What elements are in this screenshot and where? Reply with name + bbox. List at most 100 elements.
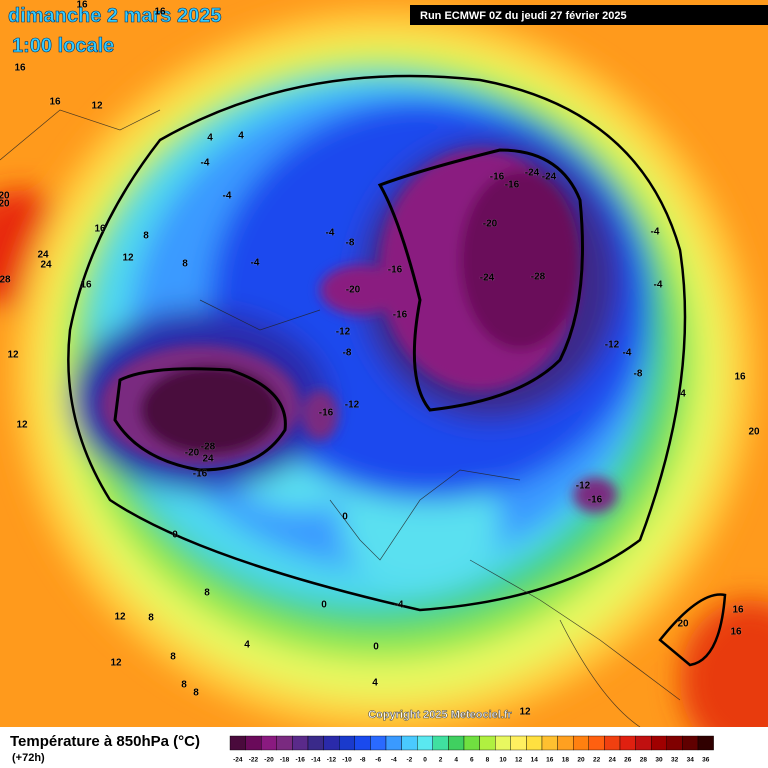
legend-tick-label: 32: [671, 757, 679, 764]
run-label: Run ECMWF 0Z du jeudi 27 février 2025: [420, 10, 627, 22]
contour-label: -4: [326, 228, 335, 239]
contour-label: -8: [634, 369, 643, 380]
contour-label: 16: [76, 0, 88, 11]
contour-label: 8: [193, 688, 199, 699]
contour-label: -4: [651, 227, 660, 238]
legend-swatch: [307, 735, 324, 751]
contour-label: 16: [49, 97, 61, 108]
contour-label: -20: [185, 448, 200, 459]
legend-swatch: [682, 735, 699, 751]
legend-tick-label: -16: [295, 757, 305, 764]
legend-swatch: [697, 735, 714, 751]
copyright: Copyright 2025 Meteociel.fr: [368, 709, 512, 721]
contour-label: -16: [505, 180, 520, 191]
contour-label: 20: [0, 191, 10, 202]
legend-swatch: [370, 735, 387, 751]
legend-tick-label: 10: [499, 757, 507, 764]
legend-swatch: [526, 735, 543, 751]
legend-swatch: [448, 735, 465, 751]
legend-swatch: [666, 735, 683, 751]
contour-label: -4: [201, 158, 210, 169]
contour-label: 12: [16, 420, 28, 431]
contour-label: 28: [0, 275, 11, 286]
legend-swatch: [385, 735, 402, 751]
legend-tick-label: -8: [360, 757, 366, 764]
legend-tick-label: 4: [454, 757, 458, 764]
contour-label: -16: [193, 469, 208, 480]
contour-label: -16: [490, 172, 505, 183]
contour-label: -8: [346, 238, 355, 249]
legend-tick-label: -6: [375, 757, 381, 764]
contour-label: -20: [483, 219, 498, 230]
contour-label: 4: [680, 389, 686, 400]
legend-swatch: [541, 735, 558, 751]
legend-tick-label: 30: [655, 757, 663, 764]
contour-label: 16: [732, 605, 744, 616]
legend-tick-label: -10: [342, 757, 352, 764]
legend-tick-label: 22: [593, 757, 601, 764]
contour-label: 0: [172, 530, 178, 541]
contour-label: -4: [223, 191, 232, 202]
legend-swatch: [495, 735, 512, 751]
contour-label: 0: [321, 600, 327, 611]
contour-label: 0: [342, 512, 348, 523]
contour-label: 8: [181, 680, 187, 691]
contour-label: 20: [0, 199, 10, 210]
contour-label: -28: [531, 272, 546, 283]
map-date: dimanche 2 mars 2025: [8, 5, 221, 27]
contour-label: -24: [480, 273, 495, 284]
legend-swatch: [557, 735, 574, 751]
legend-swatch: [292, 735, 309, 751]
legend-swatch: [463, 735, 480, 751]
contour-label: -16: [393, 310, 408, 321]
legend-tick-label: 28: [640, 757, 648, 764]
legend-tick-label: 16: [546, 757, 554, 764]
contour-label: 12: [110, 658, 122, 669]
contour-label: -12: [576, 481, 591, 492]
legend-tick-label: 14: [531, 757, 539, 764]
contour-label: -24: [525, 168, 540, 179]
legend-tick-label: -2: [407, 757, 413, 764]
contour-label: -16: [588, 495, 603, 506]
legend-tick-label: 20: [577, 757, 585, 764]
contour-label: 4: [244, 640, 250, 651]
contour-label: 16: [730, 627, 742, 638]
contour-label: 12: [519, 707, 531, 718]
contour-label: -4: [251, 258, 260, 269]
contour-label: 0: [373, 642, 379, 653]
contour-label: 16: [734, 372, 746, 383]
contour-label: 8: [148, 613, 154, 624]
legend-swatch: [229, 735, 246, 751]
legend-swatch: [339, 735, 356, 751]
legend-tick-label: 36: [702, 757, 710, 764]
legend-swatch: [417, 735, 434, 751]
contour-label: 8: [170, 652, 176, 663]
legend-tick-label: 0: [423, 757, 427, 764]
legend-swatch: [619, 735, 636, 751]
legend-swatch: [401, 735, 418, 751]
contour-label: -24: [542, 172, 557, 183]
contour-label: 12: [122, 253, 134, 264]
legend-tick-label: 34: [687, 757, 695, 764]
legend-tick-label: 2: [439, 757, 443, 764]
legend-title: Température à 850hPa (°C): [10, 733, 200, 750]
contour-label: 20: [748, 427, 760, 438]
contour-label: 8: [143, 231, 149, 242]
contour-label: 24: [37, 250, 49, 261]
contour-label: -20: [346, 285, 361, 296]
legend-tick-label: 8: [486, 757, 490, 764]
legend-tick-label: -20: [264, 757, 274, 764]
legend-tick-label: -22: [249, 757, 259, 764]
lead-time: (+72h): [12, 752, 45, 764]
legend-swatch: [651, 735, 668, 751]
legend-swatch: [261, 735, 278, 751]
contour-label: 20: [677, 619, 689, 630]
legend-tick-label: 12: [515, 757, 523, 764]
legend-swatch: [354, 735, 371, 751]
legend-tick-label: 18: [562, 757, 570, 764]
map-time: 1:00 locale: [12, 35, 114, 57]
legend-tick-label: -18: [280, 757, 290, 764]
contour-label: -12: [336, 327, 351, 338]
